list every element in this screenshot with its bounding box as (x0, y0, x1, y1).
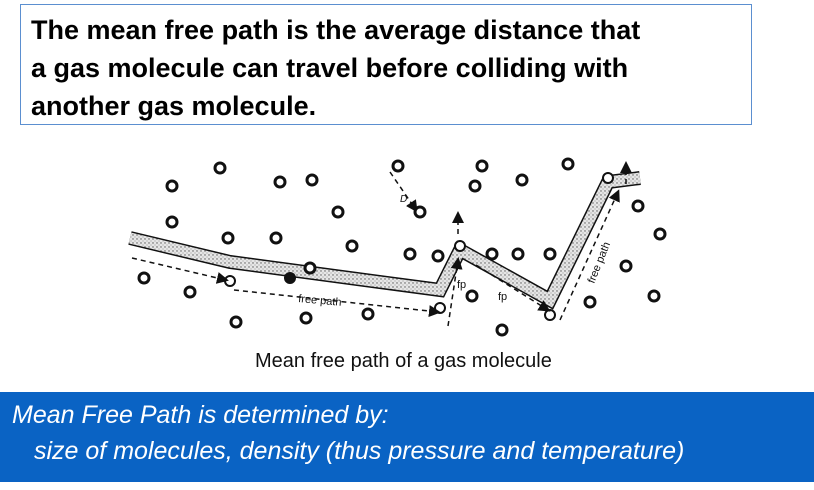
diagram-caption: Mean free path of a gas molecule (255, 350, 552, 372)
label-fp-1: fp (457, 279, 466, 291)
definition-line-1: The mean free path is the average distan… (31, 15, 641, 45)
definition-box: The mean free path is the average distan… (20, 4, 752, 125)
gas-molecules (137, 157, 667, 337)
molecule-trail (128, 171, 641, 310)
label-free-path: free path (298, 293, 342, 309)
mean-free-path-diagram: free path fp fp free path D (128, 157, 667, 337)
label-free-path-vertical: free path (586, 240, 613, 285)
definition-line-3: another gas molecule. (31, 91, 317, 121)
free-path-arrows (131, 161, 632, 327)
label-d: D (400, 194, 407, 205)
collision-points (224, 172, 614, 321)
determinants-list: size of molecules, density (thus pressur… (34, 437, 685, 465)
definition-line-2: a gas molecule can travel before collidi… (31, 53, 629, 83)
label-fp-2: fp (498, 291, 507, 303)
determinants-box: Mean Free Path is determined by: size of… (0, 392, 814, 482)
determinants-heading: Mean Free Path is determined by: (12, 401, 389, 429)
